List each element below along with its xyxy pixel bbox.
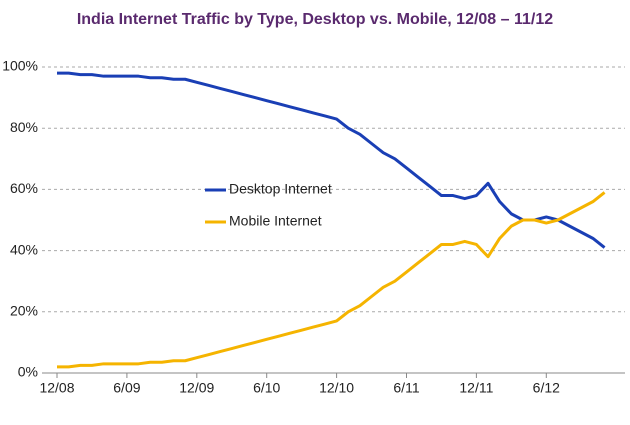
x-tick-label: 12/10 <box>319 380 354 396</box>
x-tick-label: 6/10 <box>253 380 280 396</box>
x-tick-label: 6/12 <box>533 380 560 396</box>
y-tick-label: 40% <box>10 241 38 257</box>
y-tick-label: 0% <box>18 364 38 380</box>
x-tick-label: 6/11 <box>393 380 419 396</box>
x-tick-label: 12/08 <box>39 380 74 396</box>
x-tick-label: 12/09 <box>179 380 214 396</box>
series-line <box>57 191 606 369</box>
x-tick-label: 6/09 <box>113 380 140 396</box>
legend-label: Mobile Internet <box>229 213 322 229</box>
legend-label: Desktop Internet <box>229 181 332 197</box>
y-tick-label: 100% <box>2 58 38 74</box>
series-line <box>57 71 606 249</box>
y-tick-label: 80% <box>10 119 38 135</box>
y-tick-label: 20% <box>10 303 38 319</box>
x-tick-label: 12/11 <box>459 380 493 396</box>
chart-title: India Internet Traffic by Type, Desktop … <box>77 11 553 28</box>
y-tick-label: 60% <box>10 180 38 196</box>
